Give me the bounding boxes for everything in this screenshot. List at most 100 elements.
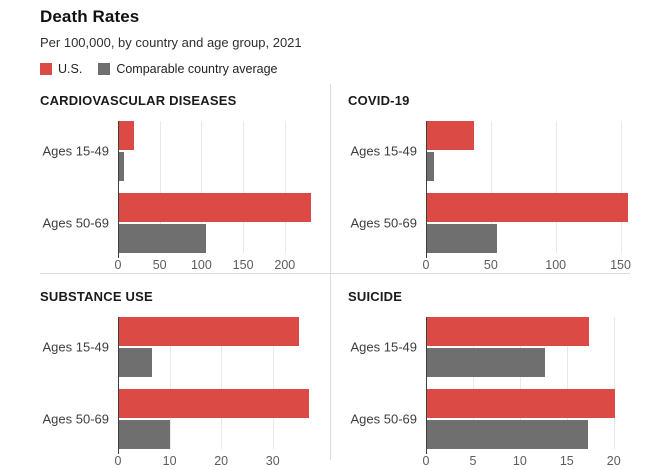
gridline: [519, 317, 521, 449]
gridline: [272, 317, 274, 449]
bar-group: Ages 15-49: [351, 121, 640, 181]
gridline: [169, 317, 171, 449]
panel-grid: [118, 121, 314, 258]
axis-tick-label: 150: [232, 258, 254, 272]
panel-grid: [118, 317, 314, 454]
plot-area: Ages 15-49 Ages 50-69: [43, 317, 314, 454]
axis-tick-label: 50: [152, 258, 167, 272]
bar-comparable: [118, 224, 206, 253]
panel-rows: Ages 15-49 Ages 50-69: [351, 121, 640, 253]
panel-title: SUICIDE: [348, 289, 403, 304]
bar-comparable: [426, 224, 498, 253]
bar-comparable: [118, 348, 152, 377]
gridline: [472, 317, 474, 449]
panel-axis: 0 50 100 150: [422, 258, 640, 274]
axis-tick-label: 50: [483, 258, 498, 272]
bar-group: Ages 15-49: [43, 317, 314, 377]
chart-panel: CARDIOVASCULAR DISEASES Ages 15-49 Ages 5…: [0, 87, 330, 283]
bar-us: [426, 317, 590, 346]
age-group-label: Ages 50-69: [350, 411, 418, 427]
bar-group: Ages 50-69: [351, 193, 640, 253]
panel-axis: 0 5 10 15 20: [422, 454, 640, 470]
figure-subtitle: Per 100,000, by country and age group, 2…: [40, 35, 302, 50]
axis-tick-label: 100: [190, 258, 212, 272]
bar-us: [118, 121, 134, 150]
axis-tick-label: 20: [214, 454, 229, 468]
age-group-label: Ages 15-49: [350, 339, 418, 355]
gridline: [221, 317, 223, 449]
axis-tick-label: 0: [114, 258, 122, 272]
age-group-label: Ages 50-69: [350, 215, 418, 231]
axis-tick-label: 0: [422, 454, 430, 468]
panel-rows: Ages 15-49 Ages 50-69: [43, 121, 314, 253]
axis-zero-line: [118, 121, 119, 258]
axis-tick-label: 30: [265, 454, 280, 468]
axis-zero-line: [426, 317, 427, 454]
bar-group: Ages 50-69: [43, 193, 314, 253]
panel-grid: [426, 317, 640, 454]
plot-area: Ages 15-49 Ages 50-69: [43, 121, 314, 258]
age-group-label: Ages 50-69: [42, 411, 110, 427]
figure-header: Death Rates Per 100,000, by country and …: [0, 0, 670, 76]
axis-tick-label: 20: [606, 454, 621, 468]
chart-panel: SUICIDE Ages 15-49 Ages 50-69 0 5 10 15 20: [330, 283, 670, 470]
legend-item-us: U.S.: [40, 62, 82, 76]
age-group-label: Ages 15-49: [42, 143, 110, 159]
axis-tick-label: 5: [469, 454, 477, 468]
bar-us: [426, 121, 474, 150]
panel-axis: 0 50 100 150 200: [114, 258, 314, 274]
panel-grid: [426, 121, 640, 258]
gridline: [555, 121, 557, 253]
bar-group: Ages 50-69: [43, 389, 314, 449]
bar-comparable: [426, 420, 589, 449]
chart-panel: SUBSTANCE USE Ages 15-49 Ages 50-69 0 10 20…: [0, 283, 330, 470]
legend-label-comparable: Comparable country average: [116, 62, 278, 76]
legend-label-us: U.S.: [58, 62, 83, 76]
bar-us: [118, 193, 311, 222]
bar-comparable: [426, 348, 546, 377]
panel-title: COVID-19: [348, 93, 410, 108]
gridline: [566, 317, 568, 449]
age-group-label: Ages 15-49: [42, 339, 110, 355]
us-swatch-icon: [40, 63, 52, 75]
bar-comparable: [118, 152, 124, 181]
axis-tick-label: 100: [545, 258, 567, 272]
bar-us: [426, 389, 615, 418]
legend: U.S. Comparable country average: [40, 62, 670, 76]
chart-panel: COVID-19 Ages 15-49 Ages 50-69 0 50 100 150: [330, 87, 670, 283]
legend-item-comparable: Comparable country average: [98, 62, 278, 76]
plot-area: Ages 15-49 Ages 50-69: [351, 121, 640, 258]
axis-tick-label: 150: [610, 258, 631, 272]
axis-tick-label: 0: [114, 454, 122, 468]
axis-tick-label: 10: [162, 454, 177, 468]
panel-axis: 0 10 20 30: [114, 454, 314, 470]
axis-zero-line: [118, 317, 119, 454]
plot-area: Ages 15-49 Ages 50-69: [351, 317, 640, 454]
figure-title: Death Rates: [40, 7, 140, 26]
gridline: [490, 121, 492, 253]
bar-us: [118, 389, 309, 418]
gridline: [159, 121, 161, 253]
horizontal-divider: [40, 273, 630, 274]
gridline: [613, 317, 615, 449]
bar-comparable: [426, 152, 434, 181]
bar-us: [426, 193, 629, 222]
age-group-label: Ages 15-49: [350, 143, 418, 159]
axis-tick-label: 15: [559, 454, 574, 468]
axis-zero-line: [426, 121, 427, 258]
axis-tick-label: 200: [274, 258, 296, 272]
bar-group: Ages 15-49: [351, 317, 640, 377]
bar-group: Ages 15-49: [43, 121, 314, 181]
axis-tick-label: 0: [422, 258, 430, 272]
bar-us: [118, 317, 299, 346]
axis-tick-label: 10: [512, 454, 527, 468]
gridline: [620, 121, 622, 253]
panels-grid: CARDIOVASCULAR DISEASES Ages 15-49 Ages 5…: [0, 87, 670, 470]
panel-rows: Ages 15-49 Ages 50-69: [351, 317, 640, 449]
bar-comparable: [118, 420, 170, 449]
bar-group: Ages 50-69: [351, 389, 640, 449]
panel-rows: Ages 15-49 Ages 50-69: [43, 317, 314, 449]
panel-title: SUBSTANCE USE: [40, 289, 153, 304]
vertical-divider: [330, 84, 331, 460]
